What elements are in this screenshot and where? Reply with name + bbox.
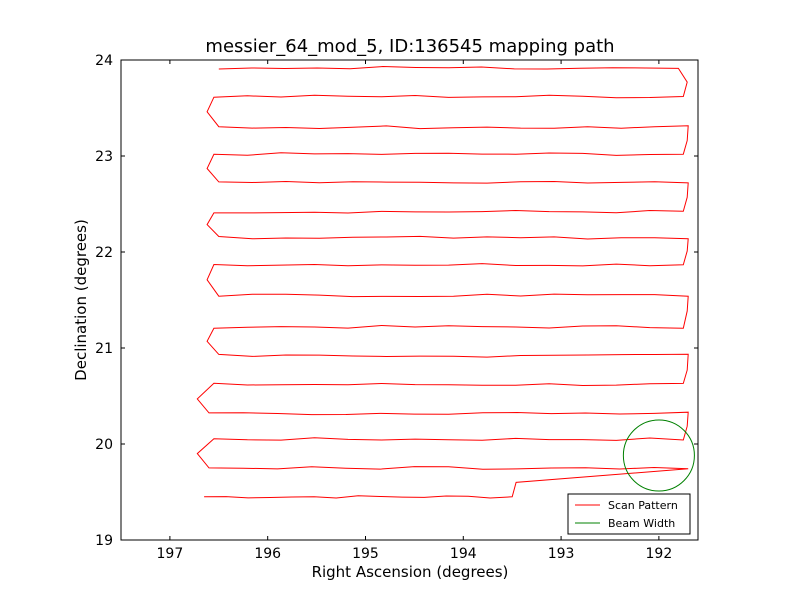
y-tick-label: 20 bbox=[95, 437, 113, 453]
legend-label-scan-pattern: Scan Pattern bbox=[608, 499, 678, 512]
y-tick-label: 23 bbox=[95, 149, 113, 165]
x-tick-label: 194 bbox=[450, 546, 477, 562]
x-axis-label: Right Ascension (degrees) bbox=[312, 563, 509, 581]
x-tick-label: 195 bbox=[352, 546, 379, 562]
scan-pattern-line bbox=[196, 65, 689, 499]
plot-area bbox=[196, 65, 695, 499]
x-tick-label: 193 bbox=[548, 546, 575, 562]
y-tick-label: 19 bbox=[95, 533, 113, 549]
chart-title: messier_64_mod_5, ID:136545 mapping path bbox=[205, 36, 614, 57]
y-tick-label: 24 bbox=[95, 53, 113, 69]
axis-ticks: 197 196 195 194 193 192 19 20 21 22 23 24 bbox=[95, 53, 698, 562]
y-tick-label: 22 bbox=[95, 245, 113, 261]
legend-label-beam-width: Beam Width bbox=[608, 517, 675, 530]
legend: Scan Pattern Beam Width bbox=[567, 493, 691, 535]
x-tick-label: 197 bbox=[157, 546, 184, 562]
y-axis-label: Declination (degrees) bbox=[72, 219, 90, 381]
y-tick-label: 21 bbox=[95, 341, 113, 357]
x-tick-label: 192 bbox=[646, 546, 673, 562]
x-tick-label: 196 bbox=[254, 546, 281, 562]
beam-width-circle bbox=[622, 419, 695, 492]
legend-box bbox=[567, 493, 691, 535]
plot-frame bbox=[120, 59, 699, 541]
